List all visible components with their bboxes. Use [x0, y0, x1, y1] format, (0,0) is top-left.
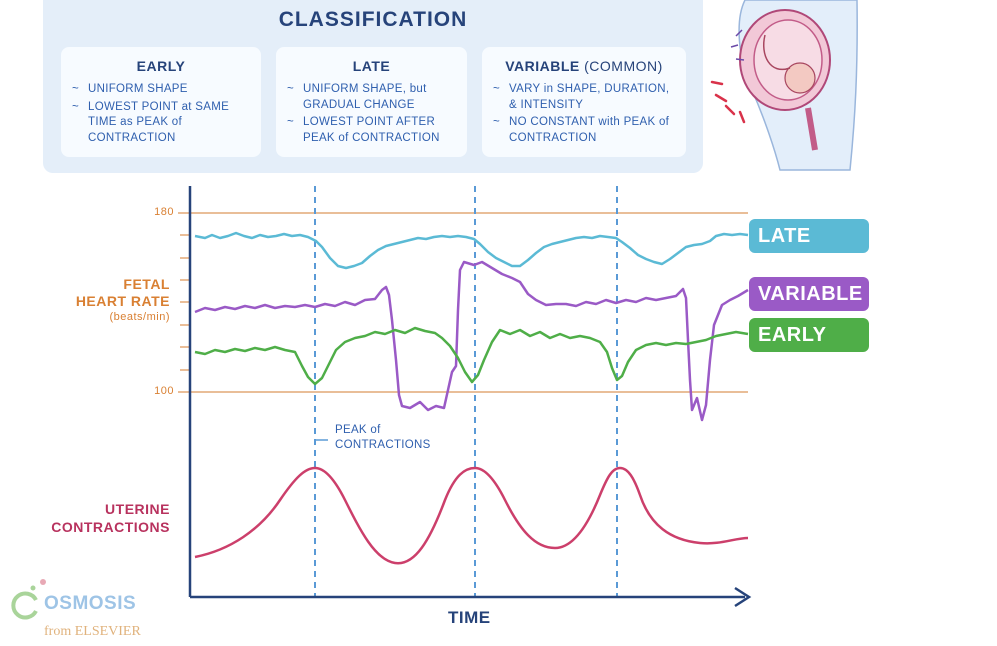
- late-item: LOWEST POINT AFTER PEAK of CONTRACTION: [287, 115, 461, 146]
- tick-label-180: 180: [154, 206, 174, 218]
- early-item: UNIFORM SHAPE: [72, 82, 255, 98]
- tick-label-100: 100: [154, 385, 174, 397]
- uterine-contractions-curve: [194, 466, 749, 565]
- pain-marks: [710, 80, 746, 124]
- variable-item: VARY in SHAPE, DURATION, & INTENSITY: [493, 82, 680, 113]
- late-card: LATE UNIFORM SHAPE, but GRADUAL CHANGE L…: [276, 47, 467, 157]
- early-card: EARLY UNIFORM SHAPE LOWEST POINT at SAME…: [61, 47, 261, 157]
- y-ticks: [178, 212, 190, 393]
- variable-card: VARIABLE (COMMON) VARY in SHAPE, DURATIO…: [482, 47, 686, 157]
- variable-card-title: VARIABLE (COMMON): [505, 58, 663, 74]
- time-axis-label: TIME: [448, 608, 491, 627]
- uterine-contractions-label: UTERINE CONTRACTIONS: [51, 501, 170, 535]
- early-curve: [194, 326, 749, 386]
- late-curve: [194, 231, 749, 270]
- late-item: UNIFORM SHAPE, but GRADUAL CHANGE: [287, 82, 461, 113]
- classification-title: CLASSIFICATION: [278, 8, 468, 31]
- osmosis-logo-mark: [11, 579, 46, 620]
- late-card-title: LATE: [352, 58, 391, 74]
- early-item: LOWEST POINT at SAME TIME as PEAK of CON…: [72, 100, 255, 147]
- early-card-title: EARLY: [136, 58, 186, 74]
- fetal-heart-rate-label: FETAL HEART RATE (beats/min): [75, 276, 170, 323]
- uterus-illustration: [710, 0, 858, 171]
- late-legend-badge: LATE: [749, 219, 869, 253]
- variable-legend-badge: VARIABLE: [749, 277, 869, 311]
- early-legend-badge: EARLY: [749, 318, 869, 352]
- variable-item: NO CONSTANT with PEAK of CONTRACTION: [493, 115, 680, 146]
- osmosis-logo-text: OSMOSIS: [44, 593, 137, 614]
- osmosis-logo-subtext: from ELSEVIER: [44, 624, 141, 639]
- peak-dashed-lines: [314, 186, 618, 597]
- variable-curve: [194, 260, 749, 422]
- peak-of-contractions-annotation: PEAK of CONTRACTIONS: [335, 424, 431, 451]
- x-axis-arrow: [734, 586, 752, 608]
- classification-panel: CLASSIFICATION EARLY UNIFORM SHAPE LOWES…: [43, 0, 703, 173]
